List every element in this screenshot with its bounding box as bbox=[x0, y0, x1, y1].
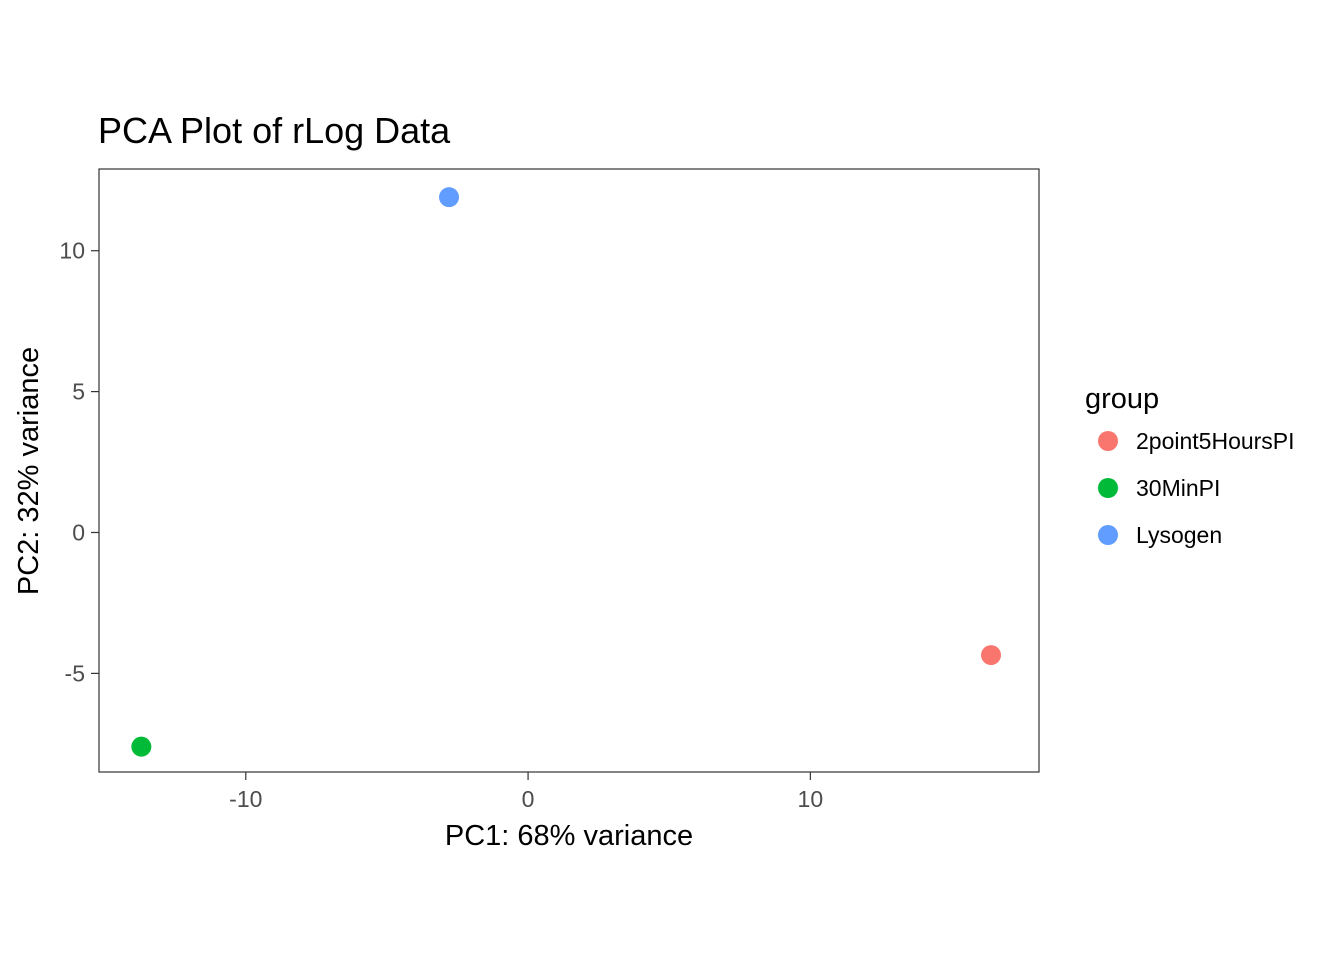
y-axis-title: PC2: 32% variance bbox=[13, 347, 45, 595]
data-point bbox=[981, 645, 1002, 666]
legend: group 2point5HoursPI 30MinPI Lysogen bbox=[1085, 383, 1295, 548]
chart-title: PCA Plot of rLog Data bbox=[98, 110, 451, 151]
legend-title: group bbox=[1085, 383, 1159, 415]
y-tick-label: -5 bbox=[65, 660, 85, 686]
x-axis: -10 0 10 bbox=[229, 772, 823, 812]
y-tick-label: 0 bbox=[72, 519, 85, 545]
legend-key bbox=[1098, 525, 1118, 545]
x-tick-label: -10 bbox=[229, 786, 262, 812]
x-tick-label: 0 bbox=[522, 786, 535, 812]
legend-label: 30MinPI bbox=[1136, 475, 1220, 501]
legend-key bbox=[1098, 431, 1118, 451]
data-points bbox=[131, 187, 1002, 757]
x-axis-title: PC1: 68% variance bbox=[445, 820, 693, 852]
x-tick-label: 10 bbox=[798, 786, 824, 812]
data-point bbox=[131, 736, 152, 757]
y-tick-label: 10 bbox=[59, 238, 85, 264]
legend-label: Lysogen bbox=[1136, 522, 1222, 548]
y-axis: -5 0 5 10 bbox=[59, 238, 99, 686]
data-point bbox=[439, 187, 460, 208]
legend-items: 2point5HoursPI 30MinPI Lysogen bbox=[1098, 428, 1295, 548]
plot-panel bbox=[98, 168, 1040, 773]
legend-key bbox=[1098, 478, 1118, 498]
legend-label: 2point5HoursPI bbox=[1136, 428, 1295, 454]
y-tick-label: 5 bbox=[72, 379, 85, 405]
